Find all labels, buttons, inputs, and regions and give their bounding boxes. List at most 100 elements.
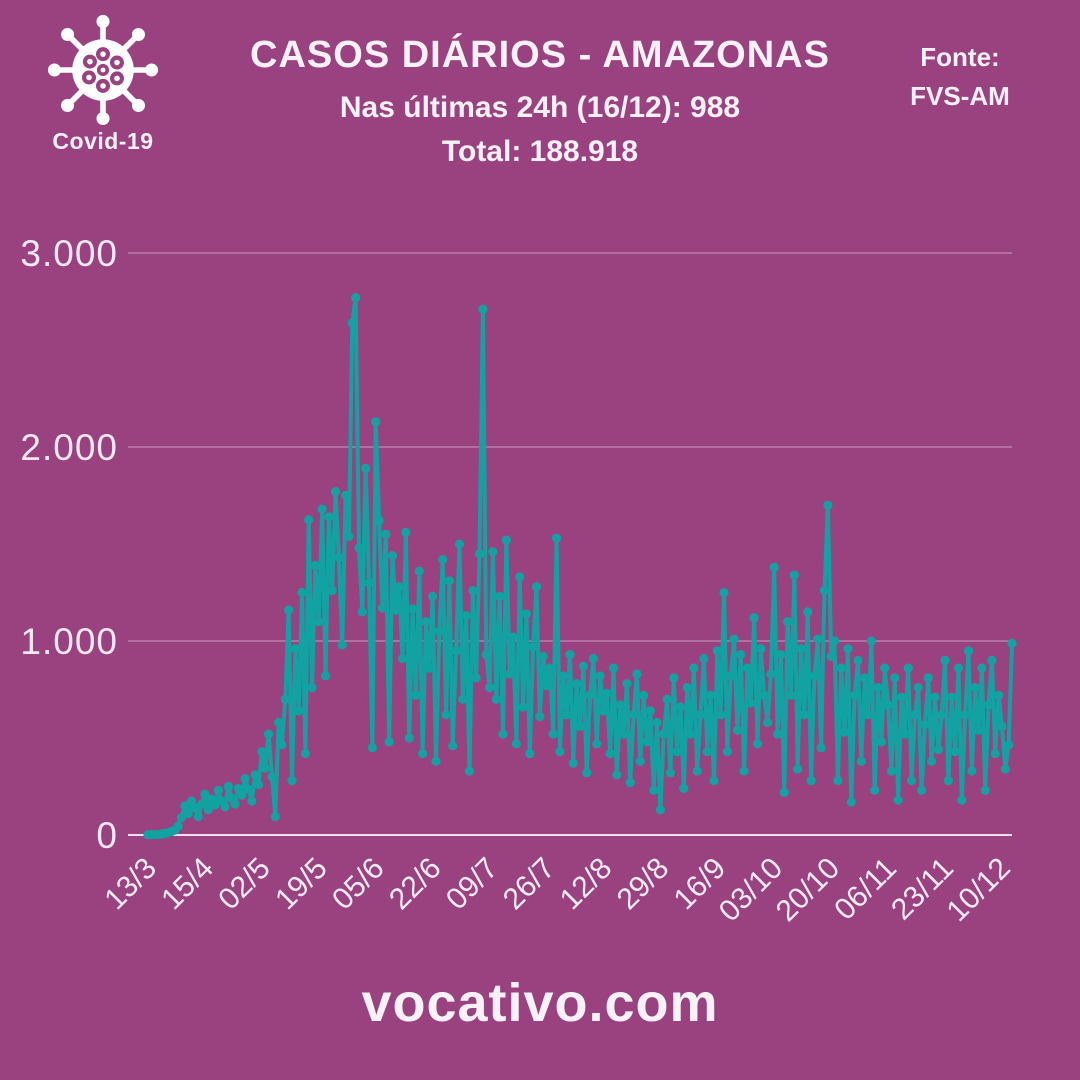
data-point-marker [967,766,977,776]
data-point-marker [340,490,351,501]
data-point-marker [434,626,444,636]
data-point-marker [809,671,820,681]
data-point-marker [1004,740,1014,750]
x-tick-label: 02/5 [212,852,277,917]
data-point-marker [726,671,736,681]
data-point-marker [863,710,873,720]
data-point-marker [608,663,619,673]
data-point-marker [632,669,642,679]
data-point-marker [531,582,542,592]
data-point-marker [471,673,481,683]
data-point-marker [595,671,605,681]
data-point-marker [270,811,280,822]
data-point-marker [367,743,377,753]
data-point-marker [853,655,863,666]
data-point-marker [247,796,257,806]
data-point-marker [391,605,401,615]
data-point-marker [759,690,769,700]
data-point-marker [511,739,521,749]
data-point-marker [749,613,759,623]
data-point-marker [240,774,250,784]
data-point-marker [699,653,709,664]
data-point-marker [615,700,625,710]
data-point-marker [970,682,980,693]
data-point-marker [562,710,572,720]
data-point-marker [307,682,317,693]
data-point-marker [454,539,465,549]
data-point-marker [729,634,739,644]
data-point-marker [625,778,635,788]
data-point-marker [752,739,763,749]
data-point-marker [856,756,866,766]
data-point-marker [481,649,491,660]
data-point-marker [354,543,364,553]
data-point-marker [344,531,354,541]
data-point-marker [361,463,371,473]
data-point-marker [973,725,984,735]
data-point-marker [464,766,475,776]
source-block: Fonte: FVS-AM [880,42,1040,112]
cases-line [146,295,1014,837]
data-point-marker [200,789,210,799]
data-point-marker [538,651,548,662]
data-point-marker [474,549,485,559]
data-point-marker [605,748,615,759]
data-point-marker [193,811,203,822]
data-point-marker [910,710,920,720]
data-point-marker [779,787,789,797]
data-point-marker [431,756,441,766]
data-point-marker [769,562,779,572]
data-point-marker [397,653,408,664]
data-point-marker [558,671,568,681]
x-tick-label: 29/8 [611,852,676,917]
data-point-marker [692,766,702,776]
data-point-marker [327,585,337,596]
data-point-marker [505,669,515,679]
data-point-marker [762,717,773,728]
data-point-marker [706,690,716,700]
x-tick-label: 09/7 [440,852,505,917]
data-point-marker [980,785,990,795]
data-point-marker [639,690,649,700]
data-point-marker [274,717,284,728]
data-point-marker [518,702,528,712]
data-point-marker [237,790,247,800]
x-tick-label: 13/3 [98,852,163,917]
data-point-marker [893,795,903,805]
data-point-marker [628,710,639,720]
data-point-marker [173,821,183,831]
x-tick-label: 19/5 [269,852,334,917]
data-point-marker [672,746,682,757]
data-point-marker [220,802,230,812]
data-point-marker [478,304,488,314]
data-point-marker [776,649,786,660]
data-point-marker [947,692,957,702]
data-point-marker [190,803,200,813]
data-point-marker [448,741,458,751]
data-point-marker [927,756,937,766]
data-point-marker [675,702,686,712]
data-point-marker [243,784,254,795]
data-point-marker [541,681,552,691]
data-point-marker [819,585,830,596]
data-point-marker [484,682,495,693]
data-point-marker [695,710,706,720]
data-point-marker [263,729,274,739]
data-point-marker [320,671,331,681]
data-point-marker [930,692,940,702]
data-point-marker [501,535,511,545]
data-point-marker [900,729,910,739]
data-point-marker [330,487,341,497]
data-point-marker [866,636,876,646]
data-point-marker [766,669,776,679]
data-point-marker [796,644,806,654]
data-point-marker [535,712,545,722]
data-point-marker [635,756,645,766]
data-point-marker [568,758,578,768]
data-point-marker [913,682,923,693]
data-point-marker [799,710,809,720]
data-point-marker [950,746,960,757]
data-point-marker [585,690,595,700]
